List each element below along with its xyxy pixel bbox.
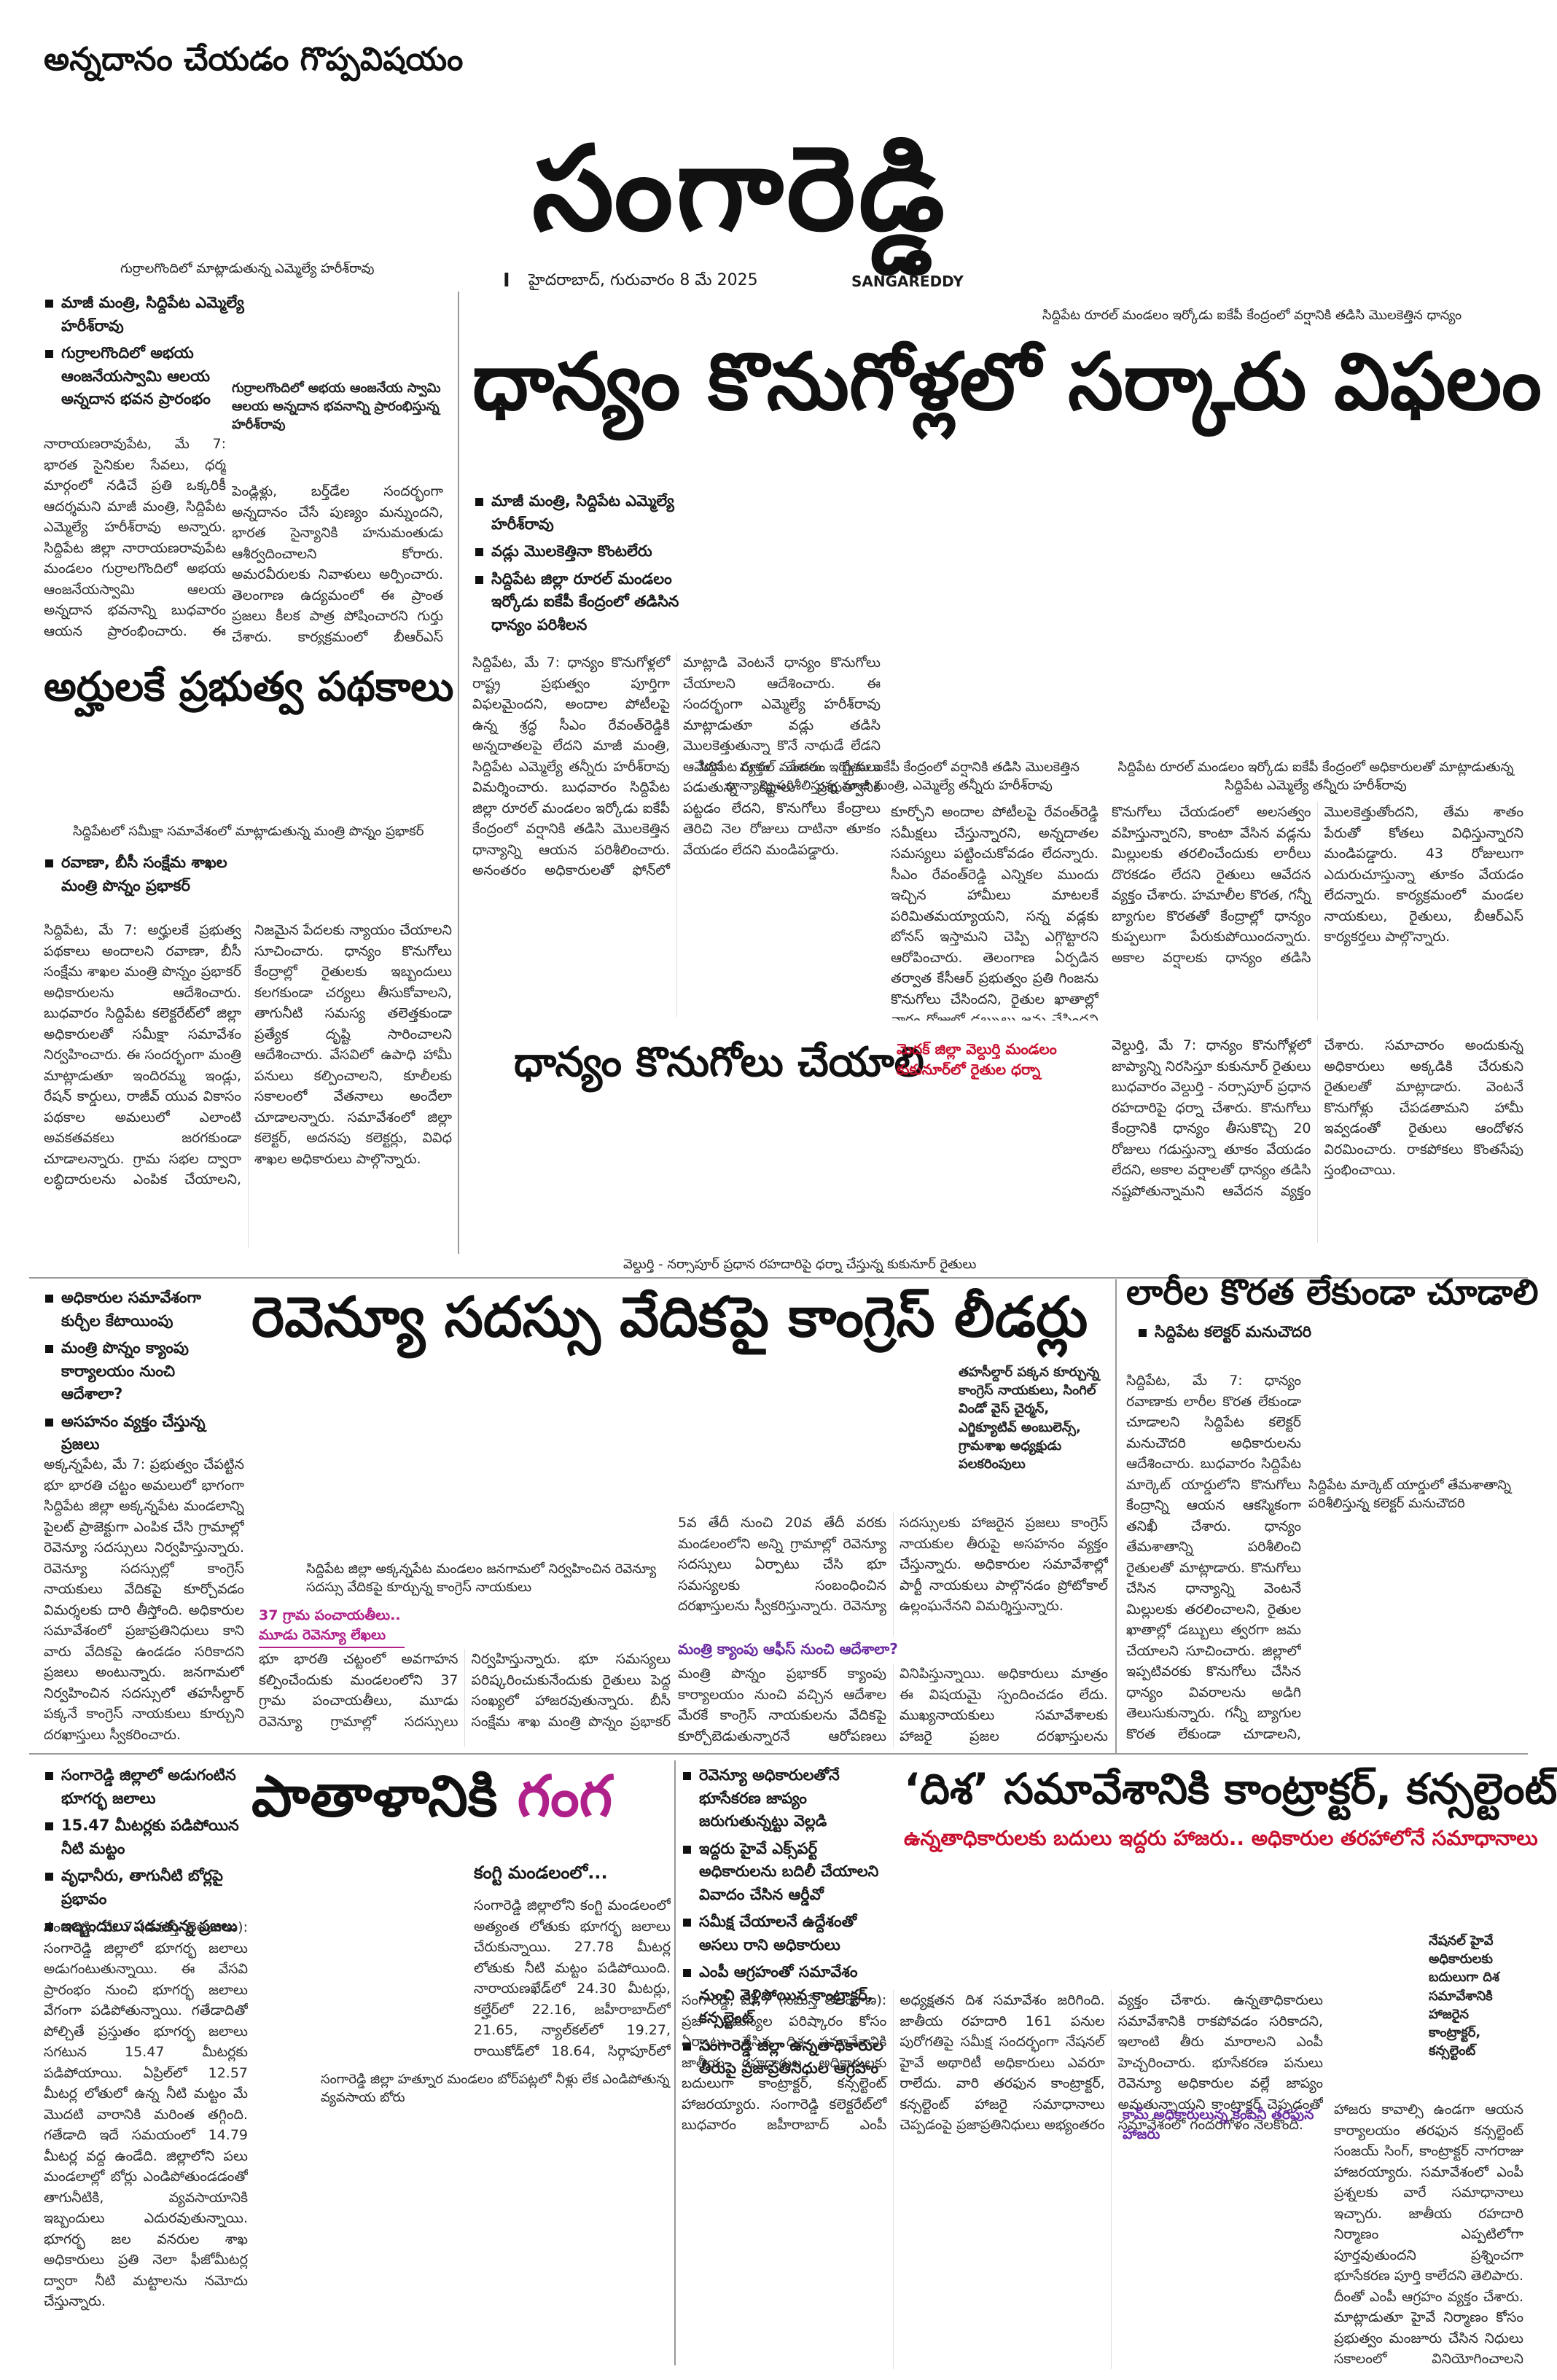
article-body: పెండ్లిళ్లు, బర్త్‌డేల సందర్భంగా అన్నదాన…: [232, 483, 443, 645]
bullet: రవాణా, బీసీ సంక్షేమ శాఖల మంత్రి పొన్నం ప…: [44, 851, 262, 897]
article-body: వెల్దుర్తి, మే 7: ధాన్యం కొనుగోళ్లలో జాప…: [1112, 1037, 1523, 1199]
headline: ధాన్యం కొనుగోలు చేయాలి: [514, 1039, 924, 1086]
article-body: నారాయణరావుపేట, మే 7: భారత సైనికుల సేవలు,…: [44, 436, 226, 645]
article-body: 5వ తేదీ నుంచి 20వ తేదీ వరకు మండలంలోని అన…: [678, 1515, 1108, 1614]
bullet: మాజీ మంత్రి, సిద్దిపేట ఎమ్మెల్యే హరీశ్‌ర…: [474, 490, 685, 536]
bullet: సమీక్ష చేయాలనే ఉద్దేశంతో అసలు రాని అధికా…: [682, 1911, 893, 1956]
edition: I: [503, 270, 510, 292]
kicker: మెదక్ జిల్లా వెల్దుర్తి మండలం కుకునూర్‌ల…: [897, 1040, 1057, 1078]
headline: పాతాళానికి గంగ: [251, 1764, 612, 1843]
bullet: మంత్రి పొన్నం క్యాంపు కార్యాలయం నుంచి ఆద…: [44, 1337, 241, 1406]
article-body: మంత్రి పొన్నం ప్రభాకర్ క్యాంపు కార్యాలయం…: [678, 1666, 1108, 1744]
bullet: సిద్దిపేట కలెక్టర్ మనుచౌదరి: [1137, 1321, 1312, 1344]
headline: అర్హులకే ప్రభుత్వ పథకాలు: [44, 663, 454, 711]
article-body: కొనుగోలు చేయడంలో అలసత్వం వహిస్తున్నారని,…: [1112, 804, 1523, 966]
bullet-list: రవాణా, బీసీ సంక్షేమ శాఖల మంత్రి పొన్నం ప…: [44, 851, 262, 902]
bullet: సంగారెడ్డి జిల్లాలో అడుగంటిన భూగర్భ జలాల…: [44, 1764, 241, 1810]
bullet: 15.47 మీటర్లకు పడిపోయిన నీటి మట్టం: [44, 1814, 241, 1860]
photo-caption: సంగారెడ్డి జిల్లా హత్నూర మండలం బోర్‌పట్ల…: [321, 2072, 670, 2106]
bullet-list: సంగారెడ్డి జిల్లాలో అడుగంటిన భూగర్భ జలాల…: [44, 1764, 241, 1943]
photo-caption: గుర్రాలగొందిలో మాట్లాడుతున్న ఎమ్మెల్యే హ…: [120, 261, 375, 276]
bullet: గుర్రాలగొందిలో అభయ ఆంజనేయస్వామి ఆలయ అన్న…: [44, 342, 262, 411]
headline: రెవెన్యూ సదస్సు వేదికపై కాంగ్రెస్ లీడర్ల…: [251, 1284, 1088, 1349]
bullet: మాజీ మంత్రి, సిద్దిపేట ఎమ్మెల్యే హరీశ్‌ర…: [44, 292, 262, 338]
bullet-list: మాజీ మంత్రి, సిద్దిపేట ఎమ్మెల్యే హరీశ్‌ర…: [44, 292, 262, 415]
bullet-list: అధికారుల సమావేశంగా కుర్చీల కేటాయింపు మంత…: [44, 1287, 241, 1461]
bullet-list: సిద్దిపేట కలెక్టర్ మనుచౌదరి: [1137, 1321, 1312, 1349]
subhead: మంత్రి క్యాంపు ఆఫీస్ నుంచి ఆదేశాలా?: [678, 1640, 898, 1658]
masthead-english: SANGAREDDY: [851, 273, 964, 290]
photo-caption: సిద్దిపేటలో సమీక్షా సమావేశంలో మాట్లాడుతు…: [73, 824, 424, 839]
inset-caption: గుర్రాలగొందిలో అభయ ఆంజనేయ స్వామి ఆలయ అన్…: [232, 381, 441, 433]
photo-caption: సిద్దిపేట మార్కెట్ యార్డులో తేమశాతాన్ని …: [1308, 1478, 1512, 1512]
headline-part: పాతాళానికి: [251, 1764, 518, 1830]
photo-caption: సిద్దిపేట రూరల్ మండలం ఇర్కోడు ఐకేపీ కేంద…: [1117, 760, 1514, 794]
article-body: సంగారెడ్డి, మే 7 (నమస్తే తెలంగాణ): సంగార…: [44, 1919, 248, 2309]
bullet: సిద్దిపేట జిల్లా రూరల్ మండలం ఇర్కోడు ఐకే…: [474, 568, 685, 637]
bullet-list: రెవెన్యూ అధికారులతోనే భూసేకరణ జాప్యం జరు…: [682, 1764, 893, 2085]
article-body: సిద్దిపేట, మే 7: అర్హులకే ప్రభుత్వ పథకాల…: [44, 922, 452, 1187]
article-body: కూర్చోని అందాల పోటీలపై రేవంత్‌రెడ్డి సమీ…: [891, 804, 1099, 1021]
bullet: రెవెన్యూ అధికారులతోనే భూసేకరణ జాప్యం జరు…: [682, 1764, 893, 1833]
bullet: వృధానీరు, తాగునీటి బోర్లపై ప్రభావం: [44, 1865, 241, 1911]
article-body: సంగారెడ్డి, మే 7 (నమస్తే తెలంగాణ): ప్రజా…: [682, 1992, 1323, 2133]
photo-caption: సిద్దిపేట రూరల్ మండలం ఇర్కోడు ఐకేపీ కేంద…: [1042, 308, 1462, 323]
subhead: కంగ్టి మండలంలో...: [474, 1862, 608, 1883]
bullet: వడ్లు మొలకెత్తినా కొంటలేరు: [474, 540, 685, 563]
article-body: సిద్దిపేట, మే 7: ధాన్యం కొనుగోళ్లలో రాష్…: [472, 655, 881, 878]
photo-caption: వెల్దుర్తి - నర్సాపూర్ ప్రధాన రహదారిపై ధ…: [623, 1257, 977, 1272]
article-body: అక్కన్నపేట, మే 7: ప్రభుత్వం చేపట్టిన భూ …: [44, 1456, 244, 1743]
info-box: 37 గ్రామ పంచాయతీలు.. మూడు రెవెన్యూ లేఖలు: [259, 1607, 405, 1648]
bullet: ఇబ్బందులు పడుతున్న ప్రజలు: [44, 1915, 241, 1938]
headline: లారీల కొరత లేకుండా చూడాలి: [1126, 1272, 1539, 1313]
article-body: సిద్దిపేట, మే 7: ధాన్యం రవాణాకు లారీల కొ…: [1126, 1373, 1301, 1742]
bullet-list: మాజీ మంత్రి, సిద్దిపేట ఎమ్మెల్యే హరీశ్‌ర…: [474, 490, 685, 641]
subhead: కామ్ అధికారులున్న కంపెనీ తరఫున హాజరు: [1123, 2107, 1314, 2142]
subhead: ఉన్నతాధికారులకు బదులు ఇద్దరు హాజరు.. అధి…: [904, 1826, 1538, 1850]
headline: ‘దిశ’ సమావేశానికి కాంట్రాక్టర్, కన్సల్టె…: [904, 1764, 1557, 1814]
bullet: అసహనం వ్యక్తం చేస్తున్న ప్రజలు: [44, 1411, 241, 1456]
bullet: ఎంపీ ఆగ్రహంతో సమావేశం నుంచి వెళ్లిపోయిన …: [682, 1961, 893, 2030]
side-bullets: తహసీల్దార్ పక్కన కూర్చున్న కాంగ్రెస్ నాయ…: [959, 1365, 1100, 1472]
bullet: ఇద్దరు హైవే ఎక్స్‌పర్ట్ అధికారులను బదిలీ…: [682, 1838, 893, 1907]
top-kicker: అన్నదానం చేయడం గొప్పవిషయం: [44, 41, 464, 78]
dateline: హైదరాబాద్, గురువారం 8 మే 2025: [528, 271, 758, 289]
article-body: భూ భారతి చట్టంలో అవగాహన కల్పించేందుకు మం…: [259, 1651, 671, 1730]
article-body: హాజరు కావాల్సి ఉండగా ఆయన కార్యాలయం తరఫున…: [1334, 2102, 1523, 2367]
bullet: సంగారెడ్డి జిల్లా ఉన్నతాధికారుల తీరుపై ప…: [682, 2034, 893, 2080]
article-body: సంగారెడ్డి జిల్లాలోని కంగ్టి మండలంలో అత్…: [474, 1897, 671, 2059]
bullet: అధికారుల సమావేశంగా కుర్చీల కేటాయింపు: [44, 1287, 241, 1333]
photo-caption: నేషనల్ హైవే అధికారులకు బదులుగా దిశ సమావే…: [1429, 1933, 1499, 2059]
photo-caption: సిద్దిపేట రూరల్ మండలం ఇర్కోడు ఐకేపీ కేంద…: [699, 760, 1080, 794]
headline: ధాన్యం కొనుగోళ్లలో సర్కారు విఫలం: [472, 337, 1542, 428]
headline-part: గంగ: [517, 1764, 613, 1830]
photo-caption: సిద్దిపేట జిల్లా అక్కన్నపేట మండలం జనగామల…: [306, 1561, 657, 1596]
masthead-title: సంగారెడ్డి: [532, 120, 948, 257]
